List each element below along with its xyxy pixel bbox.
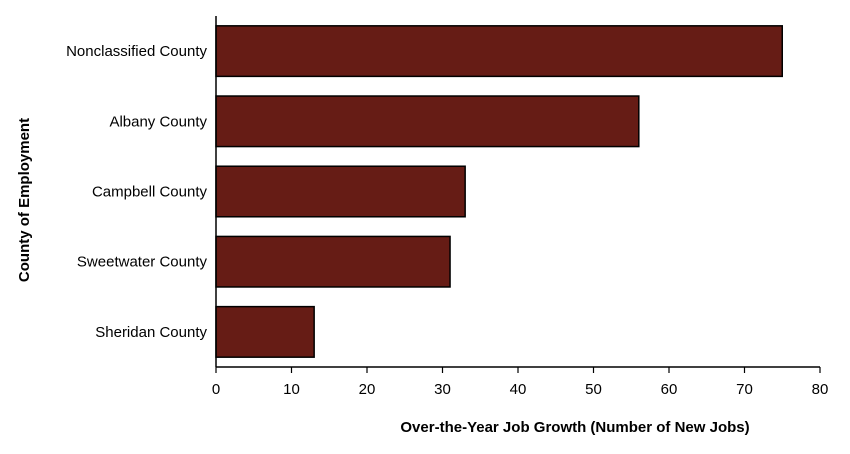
- x-tick-label: 70: [736, 381, 753, 398]
- bar-campbell-county: [215, 165, 466, 218]
- x-tick-label: 60: [661, 381, 678, 398]
- category-label: Sweetwater County: [77, 254, 208, 271]
- bars-group: [215, 25, 783, 358]
- category-label: Albany County: [109, 113, 207, 130]
- category-label: Nonclassified County: [66, 43, 207, 60]
- bar-nonclassified-county: [215, 25, 783, 78]
- x-tick-label: 10: [283, 381, 300, 398]
- x-tick-label: 0: [212, 381, 220, 398]
- x-tick-label: 20: [359, 381, 376, 398]
- x-tick-label: 30: [434, 381, 451, 398]
- bar-sheridan-county: [215, 305, 315, 358]
- bar-sweetwater-county: [215, 235, 451, 288]
- category-label: Campbell County: [92, 184, 208, 201]
- x-tick-label: 80: [812, 381, 829, 398]
- category-label: Sheridan County: [95, 324, 207, 341]
- category-labels: Nonclassified County Albany County Campbel…: [66, 43, 207, 341]
- x-tick-label: 50: [585, 381, 602, 398]
- x-tick-label: 40: [510, 381, 527, 398]
- x-axis-ticks: 0 10 20 30 40 50 60 70 80: [212, 367, 829, 398]
- x-axis-title: Over-the-Year Job Growth (Number of New …: [400, 419, 749, 436]
- bar-albany-county: [215, 95, 640, 148]
- y-axis-title: County of Employment: [16, 118, 33, 282]
